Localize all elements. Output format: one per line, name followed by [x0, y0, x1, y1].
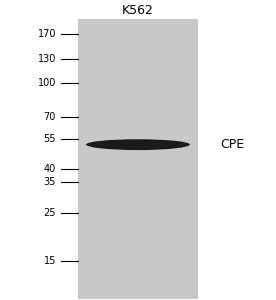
Text: 130: 130	[38, 54, 56, 64]
Text: 25: 25	[44, 208, 56, 218]
Text: 55: 55	[44, 134, 56, 144]
Bar	[78, 19, 198, 299]
Text: 35: 35	[44, 176, 56, 187]
Text: 15: 15	[44, 256, 56, 266]
Text: CPE: CPE	[220, 138, 244, 151]
Text: 170: 170	[38, 29, 56, 39]
Text: 100: 100	[38, 78, 56, 88]
Text: 70: 70	[44, 112, 56, 122]
Text: K562: K562	[122, 4, 154, 17]
Ellipse shape	[86, 139, 190, 150]
Text: 40: 40	[44, 164, 56, 174]
